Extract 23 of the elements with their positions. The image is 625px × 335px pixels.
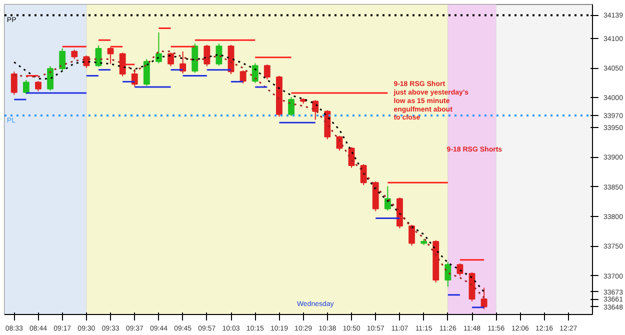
candlestick	[107, 46, 114, 64]
candlestick	[312, 100, 319, 120]
candlestick	[444, 262, 452, 288]
candlestick	[480, 287, 488, 310]
candlestick	[22, 79, 30, 95]
candlestick	[156, 32, 162, 64]
candlestick	[216, 43, 222, 66]
candlestick	[131, 68, 138, 87]
candlestick	[180, 50, 186, 74]
candlestick	[204, 44, 210, 67]
candlestick	[10, 71, 18, 96]
candlestick	[47, 66, 54, 92]
candlestick	[288, 96, 294, 117]
candlestick	[59, 48, 66, 71]
candlestick	[264, 64, 270, 80]
candlestick	[35, 80, 42, 92]
candlestick	[71, 49, 78, 60]
candlestick	[240, 70, 246, 84]
candlestick	[168, 52, 174, 67]
candlestick	[119, 52, 126, 77]
candlestick	[143, 58, 150, 86]
candlestick	[456, 262, 464, 276]
candlestick	[360, 164, 367, 186]
